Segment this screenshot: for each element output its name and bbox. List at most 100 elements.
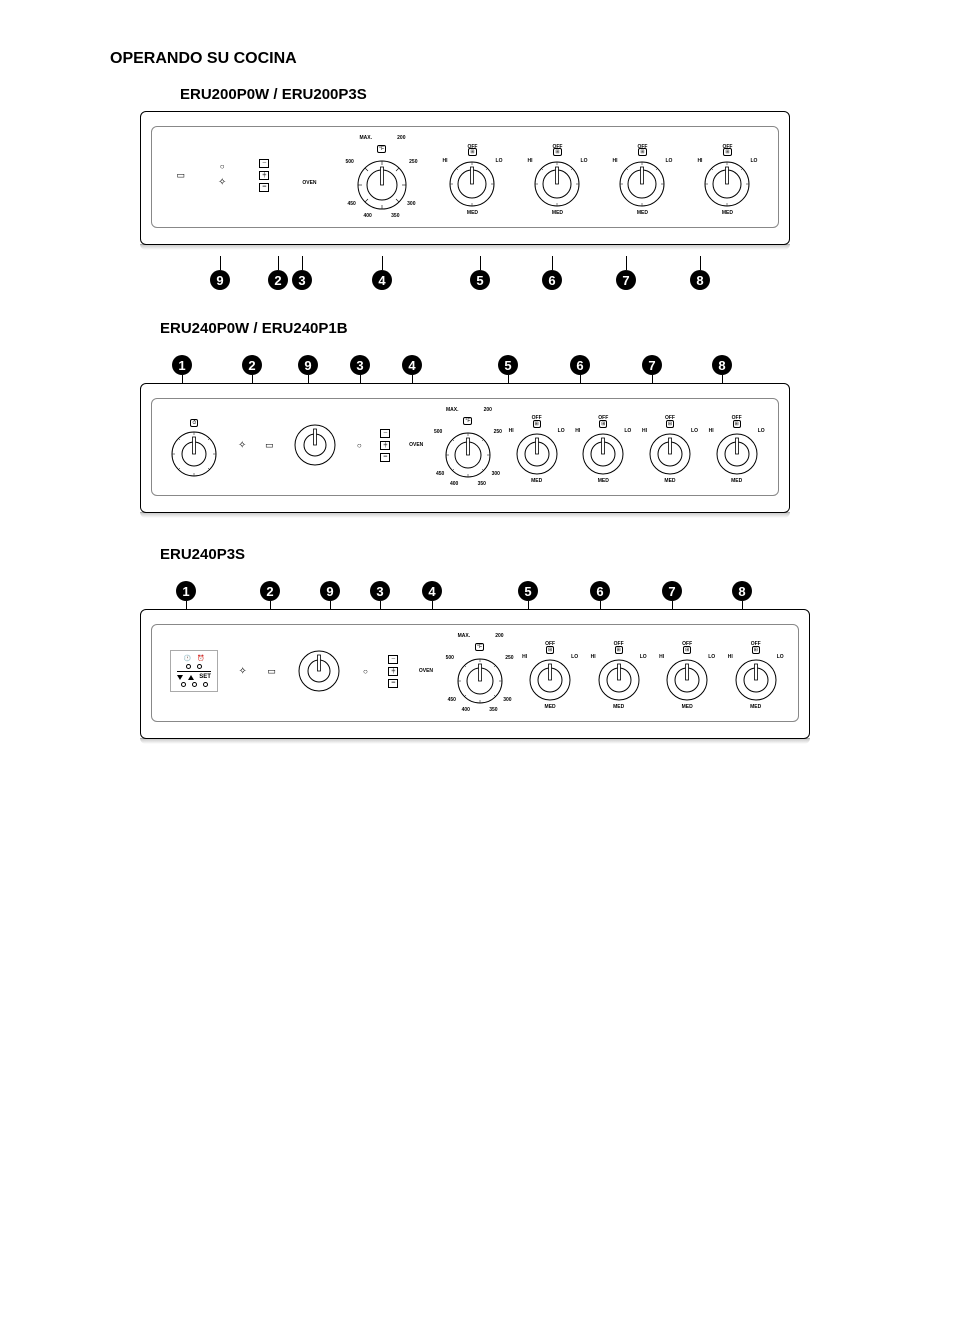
callout-bubble: 1 [172, 355, 192, 375]
oven-grid-icon: ╪ [259, 171, 269, 180]
burner-knob-2[interactable]: ⊞ OFF HI LO MED [579, 412, 627, 478]
circle-icon: ○ [220, 162, 225, 171]
btn-circle-1[interactable] [181, 682, 186, 687]
panel-c-container: 🕐 ⏰ SET ✧ [140, 609, 874, 744]
callout-bubble: 2 [268, 270, 288, 290]
burner-knob-2[interactable]: ⊞ OFF HI LO MED [531, 140, 583, 210]
model-label-b: ERU240P0W / ERU240P1B [160, 320, 874, 337]
callout-bubble: 3 [292, 270, 312, 290]
callout-bubble: 5 [518, 581, 538, 601]
up-button[interactable] [188, 675, 194, 680]
burner-off: OFF [467, 144, 477, 150]
burner-hi: HI [442, 158, 447, 164]
slot-icon: ▭ [176, 170, 185, 181]
burner-lo: LO [496, 158, 503, 164]
oven-tick-350: 350 [391, 213, 399, 219]
callout-bubble: 5 [470, 270, 490, 290]
callout-bubble: 7 [662, 581, 682, 601]
oven-mode-icons: ─ ╪ ═ [380, 429, 390, 462]
callout-bubble: 9 [320, 581, 340, 601]
callout-bubble: 7 [642, 355, 662, 375]
callout-bubble: 1 [176, 581, 196, 601]
oven-mode-icons: ─ ╪ ═ [388, 655, 398, 688]
callout-bubble: 6 [570, 355, 590, 375]
oven-tick-500: 500 [346, 159, 354, 165]
oven-grid-icon: ╪ [388, 667, 398, 676]
timer-knob[interactable]: ⏱ [169, 411, 219, 479]
burner-knob-3[interactable]: ⊞ OFF HI LO MED [663, 638, 711, 704]
callout-bubbles-b: 1 2 9 3 4 5 6 7 8 [140, 345, 790, 385]
burner-knob-1[interactable]: ⊞ OFF HI LO MED [526, 638, 574, 704]
btn-circle-2[interactable] [192, 682, 197, 687]
burner-knob-3[interactable]: ⊞ OFF HI LO MED [616, 140, 668, 210]
burner-med: MED [467, 210, 478, 216]
burner-knob-1[interactable]: ⊞ OFF HI LO MED [446, 140, 498, 210]
circle-icon: ○ [363, 667, 368, 676]
oven-top-icon: ─ [259, 159, 269, 168]
oven-tick-250: 250 [409, 159, 417, 165]
clock-icon: 🕐 [184, 655, 191, 662]
burner-knob-4[interactable]: ⊞ OFF HI LO MED [701, 140, 753, 210]
callout-bubbles-a: 9 23 4 5 6 7 8 [140, 260, 790, 300]
oven-temp-knob[interactable]: °F MAX. 200 250 300 350 400 450 500 [354, 137, 410, 213]
callout-bubble: 6 [542, 270, 562, 290]
callout-bubble: 8 [732, 581, 752, 601]
panel-b-inner: ⏱ ✧ ▭ ○ ─ ╪ ═ OVEN °F MAX. 200 [151, 398, 779, 496]
panel-c: 🕐 ⏰ SET ✧ [140, 609, 810, 739]
temp-unit-badge: °F [377, 145, 386, 153]
burner-knob-4[interactable]: ⊞ OFF HI LO MED [713, 412, 761, 478]
oven-knob-svg [354, 157, 410, 213]
model-label-a: ERU200P0W / ERU200P3S [180, 86, 874, 103]
oven-tick-max: MAX. [360, 135, 373, 141]
callout-bubble: 4 [372, 270, 392, 290]
burner-knob-4[interactable]: ⊞ OFF HI LO MED [732, 638, 780, 704]
panel-b: ⏱ ✧ ▭ ○ ─ ╪ ═ OVEN °F MAX. 200 [140, 383, 790, 513]
oven-top-icon: ─ [388, 655, 398, 664]
mode-knob[interactable] [292, 422, 338, 468]
callout-bubble: 6 [590, 581, 610, 601]
callout-bubble: 3 [370, 581, 390, 601]
panel-a-container: ▭ ○ ✧ ─ ╪ ═ OVEN °F [140, 111, 874, 250]
oven-bottom-icon: ═ [259, 183, 269, 192]
callout-bubble: 4 [422, 581, 442, 601]
model-label-c: ERU240P3S [160, 546, 874, 563]
callout-bubble: 5 [498, 355, 518, 375]
light-icon: ✧ [238, 666, 246, 677]
panel-c-inner: 🕐 ⏰ SET ✧ [151, 624, 799, 722]
clock-panel[interactable]: 🕐 ⏰ SET [170, 650, 218, 692]
callout-bubble: 3 [350, 355, 370, 375]
oven-side-label: OVEN [409, 442, 423, 448]
callout-bubble: 8 [690, 270, 710, 290]
panel-b-container: ⏱ ✧ ▭ ○ ─ ╪ ═ OVEN °F MAX. 200 [140, 383, 874, 518]
callout-bubble: 7 [616, 270, 636, 290]
oven-tick-450: 450 [348, 201, 356, 207]
callout-bubble: 8 [712, 355, 732, 375]
burner-knob-1[interactable]: ⊞ OFF HI LO MED [513, 412, 561, 478]
oven-tick-300: 300 [407, 201, 415, 207]
callout-bubble: 9 [298, 355, 318, 375]
burner-knob-2[interactable]: ⊞ OFF HI LO MED [595, 638, 643, 704]
indicator-1 [186, 664, 191, 669]
oven-temp-knob[interactable]: °F MAX. 200 250 300 350 400 450 500 [442, 409, 494, 481]
oven-temp-knob[interactable]: °F MAX. 200 250 300 350 400 450 500 [454, 635, 506, 707]
burner-knob-3[interactable]: ⊞ OFF HI LO MED [646, 412, 694, 478]
slot-icon: ▭ [267, 666, 276, 677]
callout-bubbles-c: 1 2 9 3 4 5 6 7 8 [140, 571, 790, 611]
oven-bottom-icon: ═ [388, 679, 398, 688]
callout-bubble: 2 [242, 355, 262, 375]
timer-icon: ⏱ [190, 419, 198, 427]
light-icon: ✧ [218, 177, 226, 188]
callout-bubble: 2 [260, 581, 280, 601]
oven-bottom-icon: ═ [380, 453, 390, 462]
light-icon: ✧ [238, 440, 246, 451]
slot-icon: ▭ [265, 440, 274, 451]
down-button[interactable] [177, 675, 183, 680]
mode-knob[interactable] [296, 648, 342, 694]
page-title: OPERANDO SU COCINA [110, 50, 874, 68]
oven-grid-icon: ╪ [380, 441, 390, 450]
callout-bubble: 4 [402, 355, 422, 375]
panel-a-inner: ▭ ○ ✧ ─ ╪ ═ OVEN °F [151, 126, 779, 228]
btn-circle-3[interactable] [203, 682, 208, 687]
callout-bubble: 9 [210, 270, 230, 290]
alarm-icon: ⏰ [197, 655, 204, 662]
